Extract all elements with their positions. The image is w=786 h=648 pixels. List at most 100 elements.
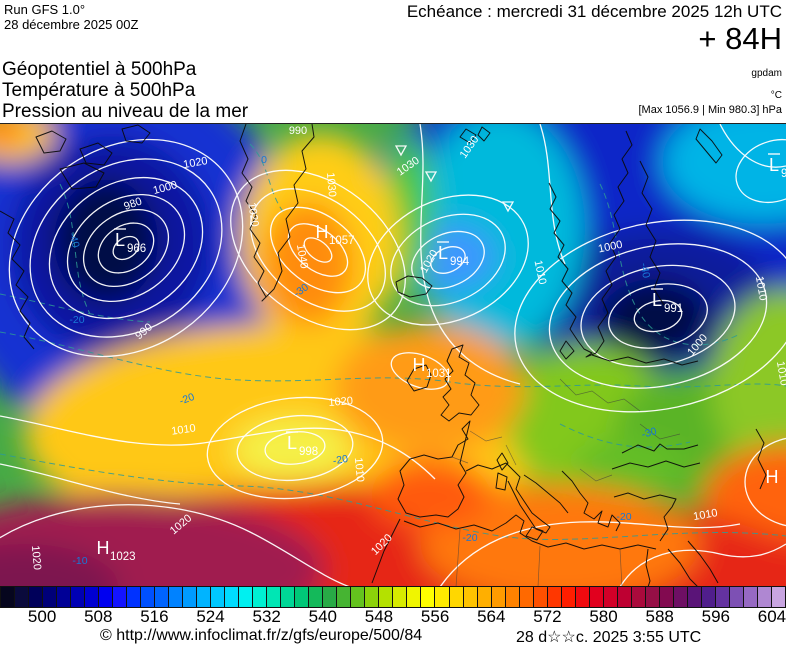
colorbar-tick-label: 532 <box>252 607 281 626</box>
header: Run GFS 1.0° 28 décembre 2025 00Z Echéan… <box>0 0 786 123</box>
temperature-label: -20 <box>178 391 197 408</box>
pressure-center-letter: H <box>97 538 110 558</box>
color-scale-cell <box>448 586 463 608</box>
copyright-url: © http://www.infoclimat.fr/z/gfs/europe/… <box>100 627 423 644</box>
unit-temperature: °C <box>770 90 782 101</box>
field-geopotential: Géopotentiel à 500hPa <box>2 59 197 80</box>
colorbar-tick-label: 540 <box>308 607 337 626</box>
color-scale-cell <box>672 586 687 608</box>
weather-map: 980 990 990 1000 1020 1020 1030 1040 1030 1030 102… <box>0 123 786 586</box>
color-scale-cell <box>252 586 267 608</box>
color-scale-cell <box>322 586 337 608</box>
unit-geopotential: gpdam <box>751 68 782 79</box>
isobar-label: 1020 <box>29 545 43 570</box>
isobar-label: 1010 <box>171 422 197 437</box>
color-scale-cell <box>168 586 183 608</box>
color-scale-cell <box>280 586 295 608</box>
country-borders <box>451 378 681 586</box>
colorbar-tick-label: 596 <box>701 607 730 626</box>
color-scale-cell <box>140 586 155 608</box>
isobar-label: 1030 <box>324 172 338 197</box>
color-scale-cell <box>700 586 715 608</box>
forecast-offset: + 84H <box>698 21 782 56</box>
color-scale-cell <box>182 586 197 608</box>
pressure-center-letter: H <box>316 222 329 242</box>
isobar-label: 990 <box>289 125 307 137</box>
isobar-label: 1010 <box>692 507 718 523</box>
run-model: Run GFS 1.0° <box>4 2 86 17</box>
color-scale-cell <box>196 586 211 608</box>
color-scale-cell <box>714 586 729 608</box>
pressure-center-letter: H <box>766 467 779 487</box>
color-scale-cell <box>742 586 757 608</box>
geopotential-color-scale <box>0 586 786 608</box>
isobar-label: 1020 <box>182 155 208 171</box>
color-scale-cell <box>42 586 57 608</box>
color-scale-cell <box>364 586 379 608</box>
mslp-max-min: [Max 1056.9 | Min 980.3] hPa <box>638 104 783 116</box>
temperature-labels: -30-20-40-20-20-20-20-10-40-300 <box>66 154 658 567</box>
footer: © http://www.infoclimat.fr/z/gfs/europe/… <box>0 625 786 648</box>
colorbar-tick-label: 564 <box>477 607 506 626</box>
colorbar-tick-label: 604 <box>757 607 786 626</box>
color-scale-cell <box>602 586 617 608</box>
colorbar-tick-label: 524 <box>196 607 225 626</box>
pressure-center-labels: L966H1057L994L991H1031L998H1023HL9 <box>97 153 786 563</box>
isobar-label: 1020 <box>245 202 260 228</box>
color-scale-cell <box>56 586 71 608</box>
color-scale-cell <box>98 586 113 608</box>
color-scale-cell <box>294 586 309 608</box>
color-scale-cell <box>14 586 29 608</box>
color-scale-cell <box>70 586 85 608</box>
color-scale-cell <box>350 586 365 608</box>
color-scale-cell <box>630 586 645 608</box>
temperature-label: -20 <box>462 532 477 544</box>
pressure-center-letter: L <box>652 290 662 310</box>
colorbar-tick-label: 548 <box>364 607 394 626</box>
color-scale-cell <box>518 586 533 608</box>
color-scale-cell <box>490 586 505 608</box>
color-scale-cell <box>0 586 15 608</box>
coastlines <box>0 124 767 586</box>
color-scale-cell <box>420 586 435 608</box>
color-scale-cell <box>112 586 127 608</box>
isobar-contours <box>0 124 786 586</box>
color-scale-cell <box>560 586 575 608</box>
pressure-center-value: 998 <box>299 446 318 458</box>
color-scale-cell <box>644 586 659 608</box>
color-scale-tick-labels: 500 508 516 524 532 540 548 556 564 572 580 588 596 6… <box>0 607 786 626</box>
color-scale-cell <box>756 586 771 608</box>
temperature-contours <box>0 143 786 540</box>
run-date: 28 décembre 2025 00Z <box>4 17 139 32</box>
pressure-center-value: 9 <box>781 168 786 180</box>
isobar-label: 1020 <box>328 395 353 409</box>
pressure-center-letter: L <box>438 243 448 263</box>
color-scale-cell <box>504 586 519 608</box>
color-scale-cell <box>462 586 477 608</box>
color-scale-cell <box>238 586 253 608</box>
temperature-label: -20 <box>616 511 631 523</box>
temperature-label: 0 <box>261 154 267 166</box>
colorbar-tick-label: 516 <box>140 607 169 626</box>
color-scale-cell <box>532 586 547 608</box>
color-scale-cell <box>308 586 323 608</box>
isobar-label: 1010 <box>753 275 769 301</box>
color-scale-cell <box>224 586 239 608</box>
field-mslp: Pression au niveau de la mer <box>2 101 249 122</box>
colorbar-tick-label: 580 <box>589 607 618 626</box>
temperature-label: -40 <box>638 262 652 279</box>
colorbar-tick-label: 508 <box>84 607 113 626</box>
color-scale-cell <box>266 586 281 608</box>
pressure-center-value: 966 <box>127 243 146 255</box>
pressure-center-letter: L <box>115 230 125 250</box>
color-scale-cell <box>336 586 351 608</box>
color-scale-cell <box>476 586 491 608</box>
color-scale-cell <box>210 586 225 608</box>
pressure-center-value: 1023 <box>110 551 136 563</box>
color-scale-cell <box>126 586 141 608</box>
color-scale-cell <box>728 586 743 608</box>
color-scale-cell <box>406 586 421 608</box>
field-temperature: Température à 500hPa <box>2 80 196 101</box>
color-scale-cell <box>392 586 407 608</box>
color-scale-cell <box>154 586 169 608</box>
